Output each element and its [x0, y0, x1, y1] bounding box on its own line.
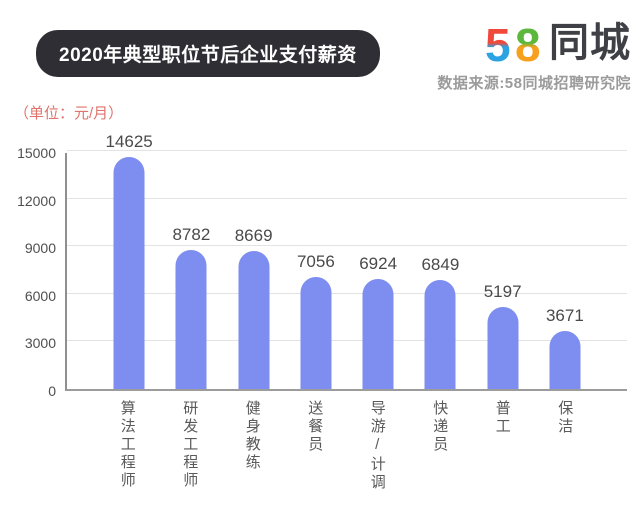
bar-column: 3671 — [534, 153, 596, 389]
bar-value-label: 6849 — [421, 255, 460, 274]
bar-value-label: 8782 — [172, 225, 211, 244]
category-label: 研发工程师 — [159, 400, 222, 506]
bar-value-label: 8669 — [234, 226, 273, 245]
gridline — [67, 150, 627, 151]
category-label: 普工 — [471, 400, 534, 506]
category-axis: 算法工程师 研发工程师 健身教练 送餐员 导游/计调 快递员 普工 保洁 — [65, 400, 627, 506]
bar-column: 14625 — [98, 132, 160, 389]
category-label: 健身教练 — [221, 400, 284, 506]
category-label: 保洁 — [534, 400, 597, 506]
bar-column: 6849 — [409, 153, 471, 389]
gridline — [67, 292, 627, 294]
gridline — [67, 340, 627, 342]
gridline — [67, 197, 627, 199]
logo-wordmark: 同城 — [549, 21, 631, 65]
unit-label: （单位：元/月） — [14, 105, 124, 122]
category-label-text: 普工 — [493, 400, 511, 436]
y-tick-label: 6000 — [24, 287, 56, 304]
bar-column: 7056 — [285, 153, 347, 389]
category-label: 快递员 — [409, 400, 472, 506]
logo-digit-8: 8 — [515, 20, 541, 66]
y-tick-label: 9000 — [24, 240, 56, 257]
bar-column: 8669 — [223, 153, 285, 389]
category-label: 算法工程师 — [96, 400, 159, 506]
bar-value-label: 6924 — [359, 254, 398, 273]
bar — [113, 157, 145, 389]
bar — [362, 279, 394, 389]
bar — [300, 277, 332, 389]
category-label-text: 快递员 — [431, 400, 449, 454]
bar-column: 8782 — [160, 153, 222, 389]
y-tick-label: 0 — [48, 383, 56, 399]
category-label-text: 算法工程师 — [118, 400, 136, 490]
bar-column: 6924 — [347, 153, 409, 389]
chart-title-badge: 2020年典型职位节后企业支付薪资 — [36, 30, 380, 77]
y-tick-label: 3000 — [24, 335, 56, 352]
bar — [549, 331, 581, 389]
gridline — [67, 245, 627, 247]
logo-58tongcheng: 5 8 同城 — [485, 20, 631, 66]
bar — [487, 307, 519, 389]
chart-title: 2020年典型职位节后企业支付薪资 — [59, 45, 357, 66]
bar-column: 5197 — [472, 153, 534, 389]
bar — [424, 280, 456, 389]
y-tick-label: 15000 — [17, 145, 56, 161]
category-label-text: 保洁 — [556, 400, 574, 436]
category-label-text: 健身教练 — [243, 400, 261, 472]
y-tick-label: 12000 — [17, 192, 56, 209]
logo-58-digits-icon: 5 8 — [485, 20, 541, 66]
y-axis: 0 3000 6000 9000 12000 15000 — [0, 145, 61, 399]
bar-value-label: 7056 — [296, 252, 335, 271]
category-label-text: 研发工程师 — [181, 400, 199, 490]
bar-value-label: 14625 — [105, 132, 153, 151]
category-label: 导游/计调 — [346, 400, 409, 506]
category-label-text: 导游/计调 — [368, 400, 386, 492]
bar-value-label: 3671 — [545, 306, 584, 325]
category-label-text: 送餐员 — [306, 400, 324, 454]
data-source-text: 数据来源:58同城招聘研究院 — [437, 75, 631, 92]
plot-area: 14625 8782 8669 7056 6924 6849 5197 3671 — [65, 132, 627, 391]
bar — [238, 251, 270, 389]
logo-digit-5: 5 — [485, 20, 511, 66]
category-label: 送餐员 — [284, 400, 347, 506]
bar — [175, 250, 207, 389]
bars-band: 14625 8782 8669 7056 6924 6849 5197 3671 — [67, 132, 627, 389]
bar-value-label: 5197 — [483, 282, 522, 301]
